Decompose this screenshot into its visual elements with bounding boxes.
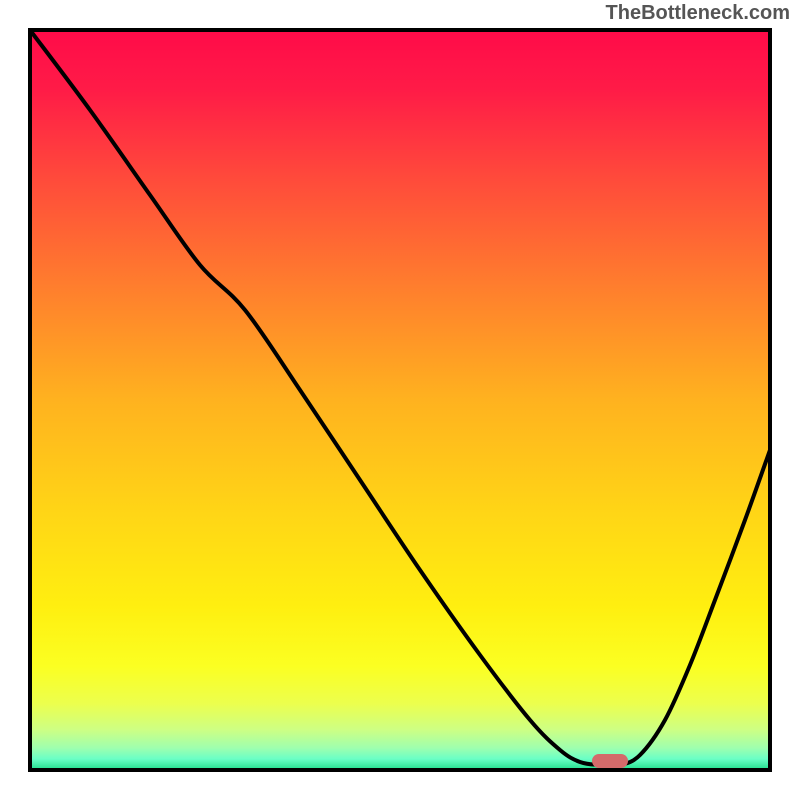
optimal-marker <box>592 754 628 768</box>
watermark-text: TheBottleneck.com <box>606 2 790 25</box>
chart-svg <box>0 0 800 800</box>
bottleneck-chart: TheBottleneck.com <box>0 0 800 800</box>
gradient-fill <box>30 30 770 770</box>
